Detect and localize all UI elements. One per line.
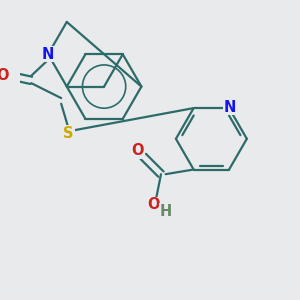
Text: N: N (224, 100, 236, 115)
Text: O: O (0, 68, 9, 83)
Text: N: N (42, 47, 54, 62)
Text: O: O (147, 197, 160, 212)
Text: S: S (63, 126, 74, 141)
Text: H: H (160, 204, 172, 219)
Text: O: O (131, 143, 144, 158)
